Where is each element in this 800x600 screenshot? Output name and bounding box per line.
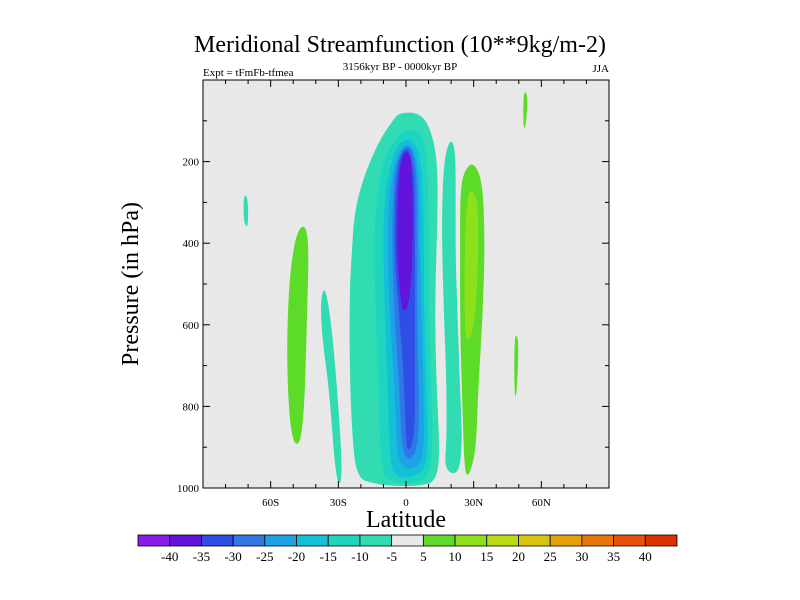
colorbar-label: -35 [193,549,210,564]
colorbar-swatch [486,534,519,547]
colorbar-label: -15 [320,549,337,564]
colorbar-swatch [169,534,202,547]
colorbar-swatch [422,534,456,547]
y-tick-label: 200 [183,157,200,169]
y-tick-label: 600 [183,320,200,332]
tick-layer: 60S 30S 0 30N 60N 200 400 600 800 1000 [177,80,609,509]
colorbar-swatch [137,534,171,547]
colorbar-swatch [454,534,488,547]
colorbar-label: -30 [224,549,241,564]
contour-region-level--5-3 [243,195,249,227]
colorbar-swatch [549,534,583,547]
colorbar-swatch [232,534,266,547]
contour-region-level--5-1 [321,290,342,483]
colorbar-label: -25 [256,549,273,564]
colorbar-label: 25 [544,549,557,564]
colorbar-swatch [581,534,614,547]
right-subtitle: JJA [592,63,609,75]
colorbar-label: -10 [351,549,368,564]
contour-region-level-10-15 [464,191,479,340]
colorbar-label: -5 [386,549,397,564]
colorbar-swatch [644,534,678,547]
x-tick-label: 60S [262,497,279,509]
x-tick-label: 60N [532,497,551,509]
colorbar-swatch [391,534,424,547]
y-tick-label: 800 [183,401,200,413]
contour-fill-layer [243,92,528,486]
colorbar-label: 30 [575,549,588,564]
colorbar-swatch [359,534,393,547]
colorbar-swatch [518,534,551,547]
chart-title: Meridional Streamfunction (10**9kg/m-2) [194,32,606,58]
colorbar-label: -20 [288,549,305,564]
colorbar-label: 5 [420,549,427,564]
colorbar-swatch [264,534,297,547]
contour-region-level--5-2 [442,141,462,474]
contour-region-level--35-10 [397,152,413,311]
center-subtitle: 3156kyr BP - 0000kyr BP [343,61,458,73]
plot-area: 60S 30S 0 30N 60N 200 400 600 800 1000 [177,79,610,509]
colorbar-label: 20 [512,549,525,564]
colorbar-label: 40 [639,549,652,564]
x-tick-label: 30S [330,497,347,509]
colorbar: -40 -35 -30 -25 -20 -15 -10 -5 5 10 15 20 25 30 35 40 [137,534,678,564]
colorbar-label: 15 [480,549,493,564]
colorbar-label: -40 [161,549,178,564]
colorbar-label: 35 [607,549,620,564]
colorbar-label: 10 [449,549,462,564]
colorbar-swatch [296,534,329,547]
y-tick-label: 1000 [177,483,200,495]
x-tick-label: 30N [464,497,483,509]
colorbar-swatch [613,534,646,547]
y-axis-label: Pressure (in hPa) [118,202,144,366]
x-axis-label: Latitude [366,507,446,533]
left-subtitle: Expt = tFmFb-tfmea [203,67,294,79]
y-tick-label: 400 [183,238,200,250]
contour-region-level-5-14 [523,92,528,128]
x-tick-label: 0 [403,497,409,509]
colorbar-swatch [327,534,361,547]
colorbar-swatch [201,534,234,547]
contour-region-level-5-13 [514,335,519,397]
contour-region-level-5-11 [287,226,309,444]
